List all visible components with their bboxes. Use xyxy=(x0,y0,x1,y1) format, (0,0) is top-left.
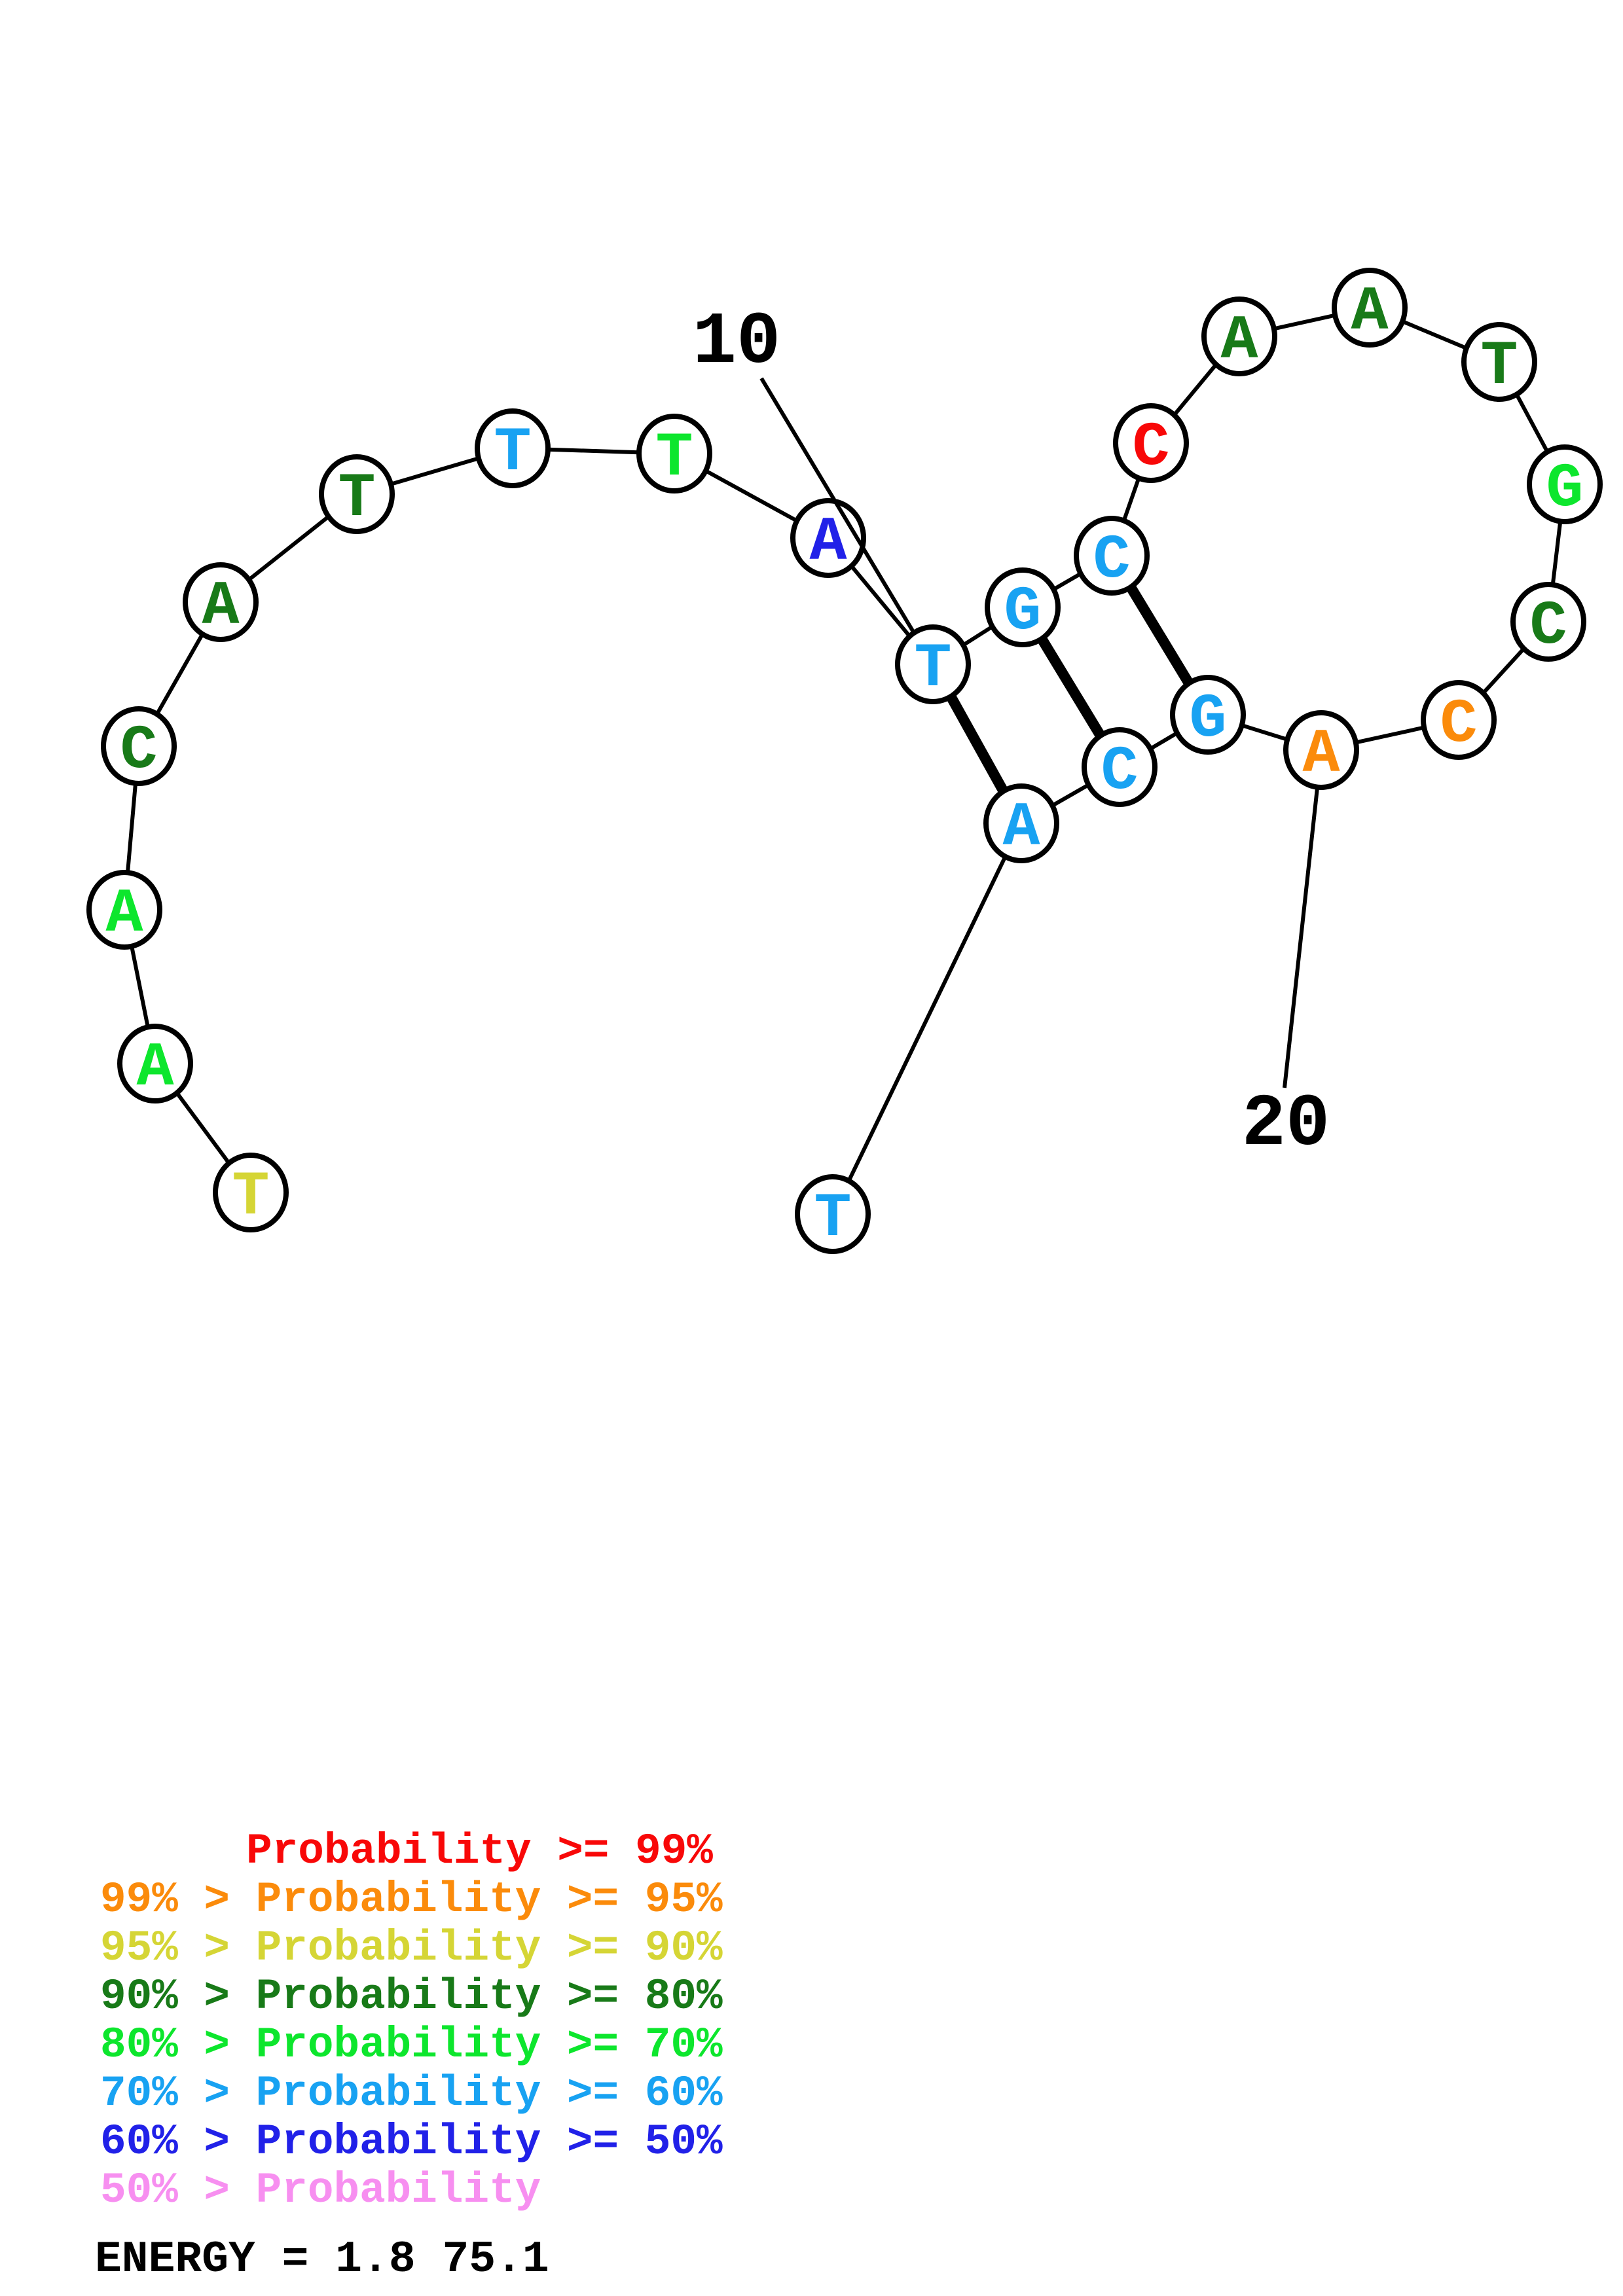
nucleotide-node xyxy=(1527,444,1603,524)
nucleotide-letter: A xyxy=(202,571,240,642)
nucleotide-node xyxy=(1510,582,1586,662)
nucleotide-letter: C xyxy=(1440,689,1477,760)
position-label: 20 xyxy=(1242,1083,1330,1166)
nucleotide-node xyxy=(86,870,162,950)
nucleotide-letter: C xyxy=(120,715,157,786)
nucleotide-node xyxy=(1082,727,1158,807)
nucleotide-node xyxy=(117,1024,193,1103)
nucleotide-node xyxy=(795,1174,871,1254)
nucleotide-letter: T xyxy=(655,423,693,493)
nucleotide-letter: C xyxy=(1132,412,1169,483)
nucleotide-node xyxy=(1074,516,1150,596)
nucleotide-node xyxy=(1113,403,1189,483)
legend-row-5: 80% > Probability >= 70% xyxy=(100,2020,723,2070)
nucleotide-letter: T xyxy=(914,634,951,704)
backbone-bond xyxy=(831,822,1023,1215)
nucleotide-node xyxy=(1201,296,1277,376)
nucleotide-letter: C xyxy=(1093,525,1130,596)
nucleotide-node xyxy=(183,562,259,642)
nucleotide-letter: A xyxy=(1302,719,1340,790)
label-pointer-lines xyxy=(759,377,1319,1088)
nucleotide-letter: G xyxy=(1189,684,1226,755)
nucleotide-node xyxy=(319,454,395,534)
nucleotide-letter: A xyxy=(136,1033,174,1103)
nucleotide-letter: T xyxy=(338,463,375,534)
nucleotide-letter: A xyxy=(105,879,143,950)
probability-legend: Probability >= 99%99% > Probability >= 9… xyxy=(100,1827,723,2215)
nucleotide-node xyxy=(983,783,1059,863)
position-label: 10 xyxy=(693,301,780,384)
position-pointer-line xyxy=(1283,787,1319,1088)
nucleotide-letter: A xyxy=(1002,793,1040,863)
legend-row-3: 95% > Probability >= 90% xyxy=(100,1924,723,1973)
legend-row-8: 50% > Probability xyxy=(100,2166,541,2215)
nucleotide-node xyxy=(213,1153,289,1232)
nucleotide-circles xyxy=(86,268,1603,1254)
nucleotide-node xyxy=(895,624,971,704)
position-pointer-line xyxy=(759,377,916,634)
nucleotide-letter: C xyxy=(1529,591,1567,662)
nucleotide-letter: T xyxy=(232,1162,269,1232)
nucleotide-node xyxy=(101,706,177,786)
nucleotide-letter: A xyxy=(1351,277,1389,348)
legend-row-4: 90% > Probability >= 80% xyxy=(100,1972,723,2021)
nucleotide-letter: G xyxy=(1004,577,1041,647)
nucleotide-node xyxy=(636,414,712,493)
energy-text: ENERGY = 1.8 75.1 xyxy=(95,2234,549,2285)
nucleotide-letter: C xyxy=(1101,736,1138,807)
nucleotide-node xyxy=(1461,322,1537,402)
base-pair-lines xyxy=(928,552,1213,826)
legend-row-1: Probability >= 99% xyxy=(246,1827,713,1876)
nucleotide-node xyxy=(475,408,551,488)
nucleotide-node xyxy=(1421,680,1497,760)
legend-row-7: 60% > Probability >= 50% xyxy=(100,2117,723,2166)
nucleotide-letter: A xyxy=(809,507,847,578)
nucleotide-node xyxy=(1283,710,1359,790)
nucleotide-letter: A xyxy=(1220,306,1258,376)
position-labels: 10 20 xyxy=(693,301,1330,1166)
legend-row-2: 99% > Probability >= 95% xyxy=(100,1875,723,1924)
nucleotide-letter: T xyxy=(814,1183,851,1254)
nucleotide-node xyxy=(1170,675,1246,755)
nucleotide-letter: T xyxy=(494,418,531,488)
nucleotide-node xyxy=(1332,268,1408,348)
nucleotide-letter: T xyxy=(1480,331,1518,402)
legend-row-6: 70% > Probability >= 60% xyxy=(100,2069,723,2118)
nucleotide-letter: G xyxy=(1546,454,1583,524)
nucleotide-node xyxy=(985,567,1061,647)
